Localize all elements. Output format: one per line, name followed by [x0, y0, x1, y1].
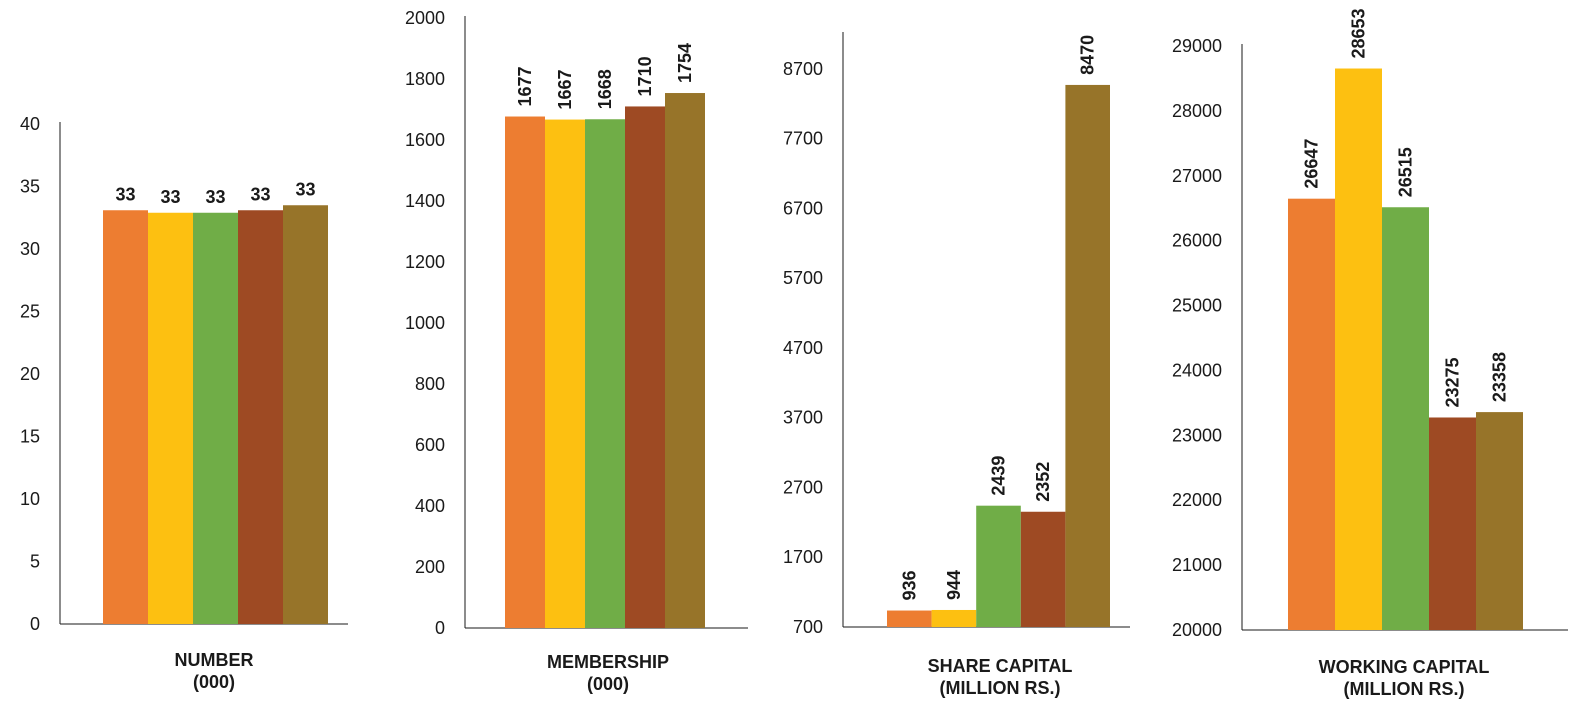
x-axis-title: MEMBERSHIP: [547, 652, 669, 672]
y-tick-label: 3700: [783, 408, 823, 428]
data-label: 26515: [1396, 147, 1416, 197]
bar: [103, 210, 148, 624]
chart-1: 0 5 10 15 20 25 30 35 40 33 33 33 33 33 NUMBER(000): [20, 114, 348, 692]
y-tick-label: 10: [20, 489, 40, 509]
bar: [1065, 84, 1110, 628]
bar: [505, 116, 545, 628]
y-tick-label: 1600: [405, 130, 445, 150]
y-tick-label: 25000: [1172, 296, 1222, 316]
data-label: 2439: [989, 456, 1009, 496]
data-label: 936: [899, 570, 919, 600]
data-label: 1677: [515, 66, 535, 106]
y-tick-label: 600: [415, 435, 445, 455]
data-label: 1668: [595, 69, 615, 109]
chart-2: 0 200 400 600 800 1000 1200 1400 1600 1800 2000 167…: [405, 8, 748, 694]
data-label: 33: [160, 187, 180, 207]
y-tick-label: 0: [435, 618, 445, 638]
bar: [193, 212, 238, 624]
y-tick-label: 27000: [1172, 166, 1222, 186]
y-tick-label: 8700: [783, 59, 823, 79]
bar: [1382, 207, 1429, 630]
bar: [1020, 511, 1066, 627]
y-tick-label: 6700: [783, 198, 823, 218]
y-tick-label: 1200: [405, 252, 445, 272]
data-label: 8470: [1078, 35, 1098, 75]
y-tick-label: 35: [20, 177, 40, 197]
y-tick-label: 26000: [1172, 231, 1222, 251]
y-tick-label: 200: [415, 557, 445, 577]
x-axis-title: NUMBER: [175, 650, 254, 670]
bar: [545, 119, 585, 628]
y-tick-label: 5700: [783, 268, 823, 288]
x-axis-title: (000): [193, 672, 235, 692]
x-axis-title: WORKING CAPITAL: [1319, 657, 1490, 677]
data-label: 33: [250, 184, 270, 204]
data-label: 23275: [1443, 357, 1463, 407]
y-tick-label: 20: [20, 364, 40, 384]
bar: [665, 93, 705, 628]
bar: [1429, 417, 1476, 630]
y-tick-label: 2000: [405, 8, 445, 28]
y-tick-label: 2700: [783, 477, 823, 497]
bar: [238, 210, 283, 624]
x-axis-title: SHARE CAPITAL: [928, 656, 1073, 676]
bar: [585, 119, 625, 628]
y-tick-label: 40: [20, 114, 40, 134]
data-label: 33: [205, 187, 225, 207]
data-label: 33: [295, 179, 315, 199]
data-label: 23358: [1490, 352, 1510, 402]
y-tick-label: 4700: [783, 338, 823, 358]
y-tick-label: 1800: [405, 69, 445, 89]
y-tick-label: 1400: [405, 191, 445, 211]
data-label: 33: [115, 184, 135, 204]
bar: [1288, 198, 1335, 631]
data-label: 1667: [555, 70, 575, 110]
bar: [283, 205, 328, 624]
bar: [625, 106, 665, 628]
y-tick-label: 24000: [1172, 360, 1222, 380]
data-label: 2352: [1033, 462, 1053, 502]
y-tick-label: 800: [415, 374, 445, 394]
y-tick-label: 1000: [405, 313, 445, 333]
data-label: 26647: [1302, 139, 1322, 189]
data-label: 28653: [1349, 8, 1369, 58]
y-tick-label: 5: [30, 552, 40, 572]
data-label: 1754: [675, 43, 695, 83]
y-tick-label: 15: [20, 427, 40, 447]
x-axis-title: (MILLION RS.): [940, 678, 1061, 698]
bar: [931, 609, 977, 627]
y-tick-label: 22000: [1172, 490, 1222, 510]
bar: [148, 212, 193, 624]
y-tick-label: 20000: [1172, 620, 1222, 640]
y-tick-label: 21000: [1172, 555, 1222, 575]
y-tick-label: 1700: [783, 547, 823, 567]
y-tick-label: 25: [20, 302, 40, 322]
y-tick-label: 28000: [1172, 101, 1222, 121]
bar: [976, 505, 1021, 627]
data-label: 944: [944, 570, 964, 600]
y-tick-label: 0: [30, 614, 40, 634]
y-tick-label: 400: [415, 496, 445, 516]
data-label: 1710: [635, 56, 655, 96]
x-axis-title: (MILLION RS.): [1344, 679, 1465, 699]
y-tick-label: 30: [20, 239, 40, 259]
bar: [1476, 412, 1523, 630]
y-tick-label: 7700: [783, 129, 823, 149]
y-tick-label: 29000: [1172, 36, 1222, 56]
bar: [887, 610, 932, 627]
y-tick-label: 23000: [1172, 425, 1222, 445]
y-tick-label: 700: [793, 617, 823, 637]
chart-4: 20000 21000 22000 23000 24000 25000 26000 27000…: [1172, 8, 1568, 699]
chart-3: 700 1700 2700 3700 4700 5700 6700 7700 8700 936 94…: [783, 32, 1130, 698]
x-axis-title: (000): [587, 674, 629, 694]
bar: [1335, 68, 1382, 631]
